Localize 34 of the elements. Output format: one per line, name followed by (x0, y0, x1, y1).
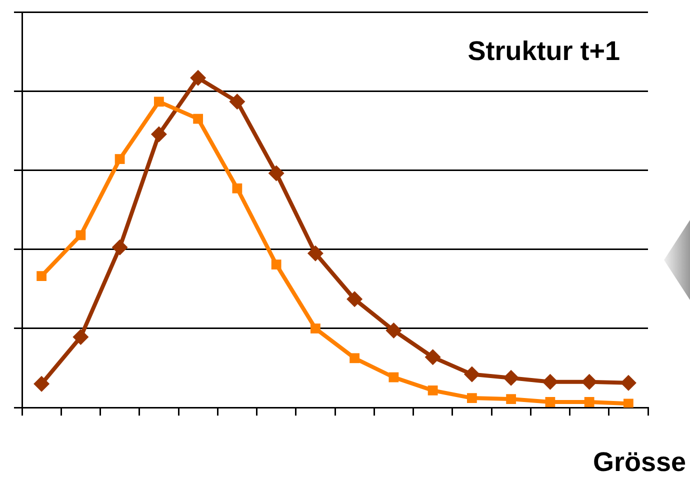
point (623, 398, 634, 408)
point (424, 349, 441, 366)
point (193, 114, 204, 124)
point (72, 329, 89, 346)
chart-title: Struktur t+1 (468, 36, 620, 67)
point (232, 183, 242, 194)
point (545, 397, 556, 407)
point (36, 271, 47, 282)
point (34, 376, 50, 392)
point (229, 94, 246, 110)
point (114, 154, 125, 164)
point (466, 393, 477, 403)
point (581, 374, 598, 390)
point (154, 96, 164, 107)
point (310, 324, 320, 334)
x-axis-title: Grösse (592, 447, 686, 478)
point (307, 245, 324, 262)
point (620, 374, 636, 391)
point (346, 291, 363, 308)
point (268, 165, 284, 182)
point (542, 374, 558, 390)
point (76, 230, 86, 240)
point (150, 126, 167, 142)
point (112, 239, 128, 256)
point (428, 386, 438, 396)
point (503, 370, 520, 386)
point (388, 372, 399, 382)
point (386, 322, 402, 338)
point (506, 394, 516, 404)
point (271, 260, 282, 270)
point (350, 353, 360, 364)
point (190, 70, 206, 86)
point (584, 397, 594, 407)
point (464, 366, 480, 382)
